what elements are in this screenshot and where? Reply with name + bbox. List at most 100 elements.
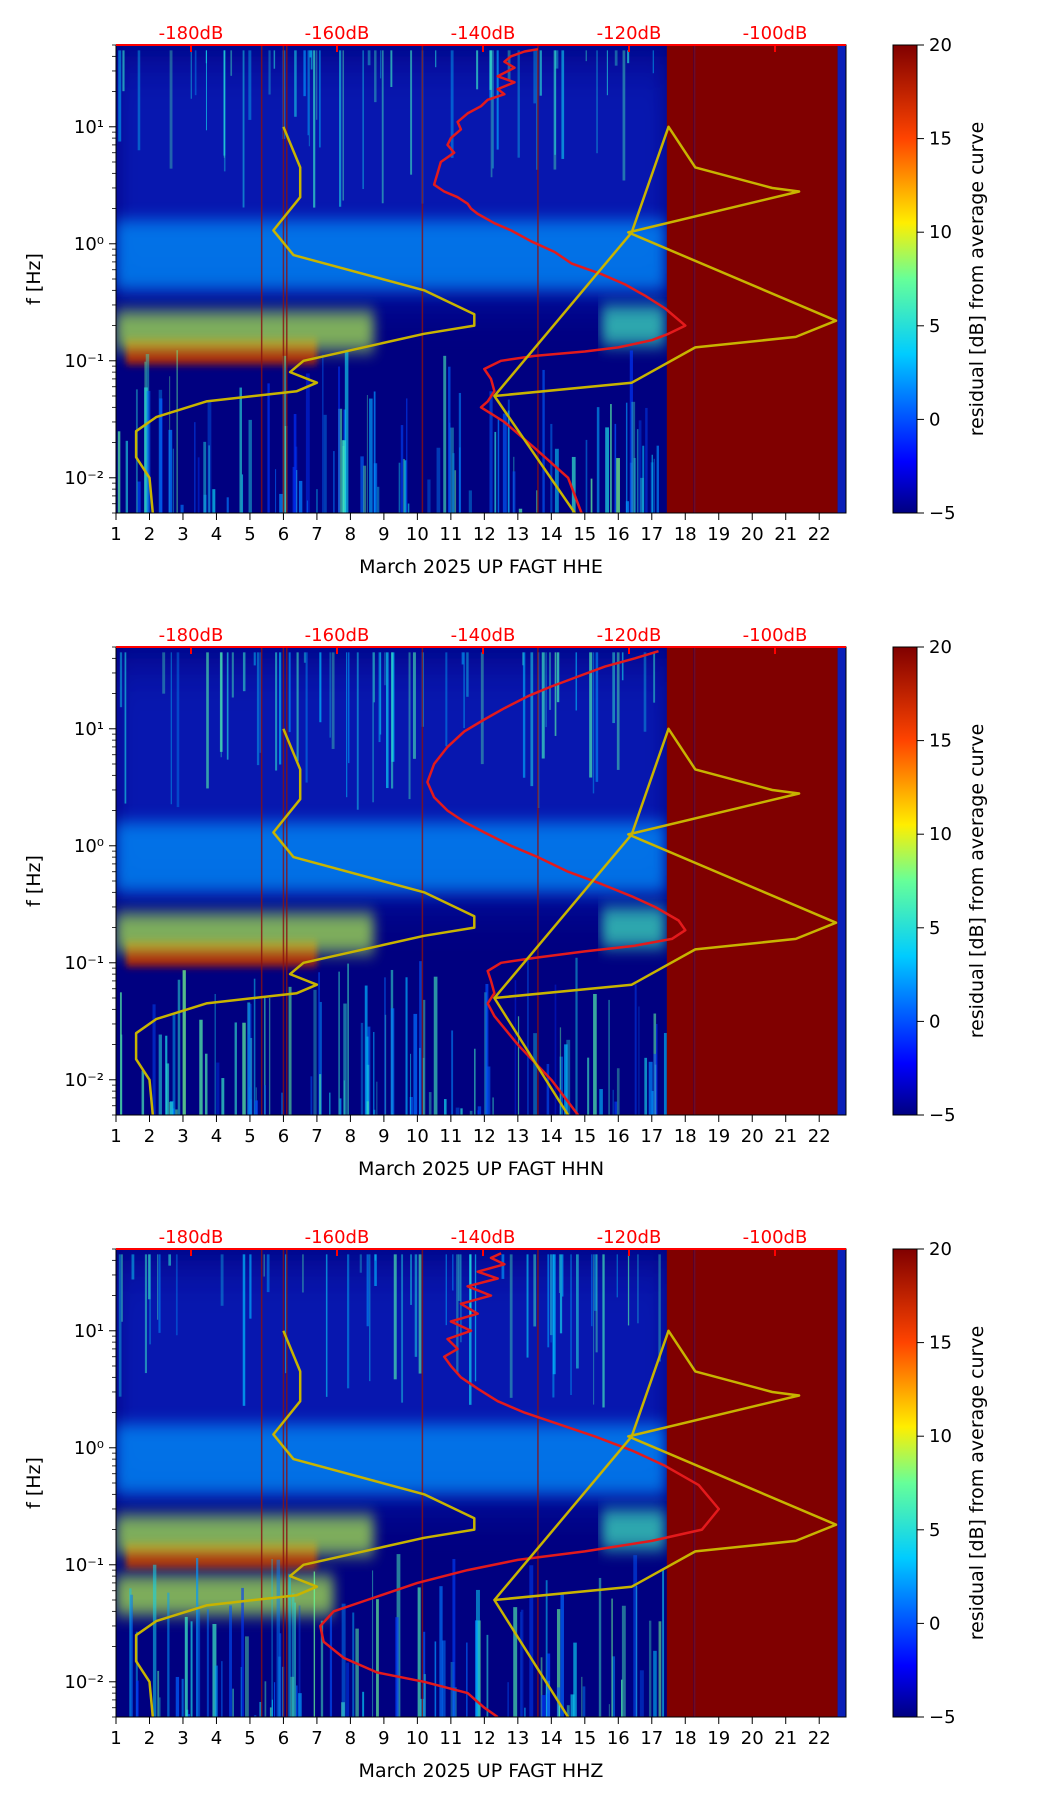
spectral-streak [435, 50, 437, 68]
spectrogram-area [116, 647, 846, 1115]
spectral-streak [240, 1666, 242, 1717]
spectral-streak [522, 652, 524, 666]
spectral-streak [144, 361, 147, 513]
top-tick-label: -160dB [305, 23, 370, 44]
spectral-streak [559, 1027, 562, 1115]
spectral-streak [214, 993, 216, 1115]
spectral-streak [226, 652, 229, 760]
spectral-streak [634, 984, 637, 1115]
spectral-streak [276, 1559, 281, 1717]
spectral-streak [509, 1254, 513, 1398]
spectral-streak [172, 448, 175, 513]
spectral-streak [212, 1623, 217, 1717]
spectral-streak [316, 489, 318, 513]
spectral-streak [614, 50, 618, 66]
spectral-streak [466, 1642, 468, 1717]
x-tick-label: 9 [378, 1126, 389, 1147]
x-axis: 1 2 3 4 5 6 7 8 9 10 11 12 13 14 15 16 17 18 19 20 21 22 [110, 513, 831, 545]
spectral-streak [527, 957, 529, 1115]
spectral-streak [439, 1586, 443, 1717]
y-tick-label: 10¹ [74, 719, 104, 740]
spectral-streak [190, 50, 192, 99]
spectral-streak [663, 1032, 667, 1115]
spectral-streak [125, 440, 129, 513]
spectral-streak [301, 1254, 304, 1293]
spectral-streak [636, 429, 639, 513]
spectral-streak [180, 504, 184, 513]
y-axis-label: f [Hz] [23, 1457, 45, 1509]
x-tick-label: 7 [311, 524, 322, 545]
spectral-streak [346, 1662, 350, 1717]
x-tick-label: 10 [406, 524, 429, 545]
spectral-streak [560, 1594, 564, 1717]
spectral-streak [616, 652, 620, 770]
spectral-streak [158, 389, 163, 513]
spectral-streak [298, 480, 303, 513]
spectral-streak [552, 1254, 555, 1398]
spectral-streak [249, 1037, 253, 1115]
colorbar: −5 0 5 10 15 20 residual [dB] from average cu… [892, 637, 988, 1126]
y-axis-label: f [Hz] [23, 253, 45, 305]
y-axis-label: f [Hz] [23, 855, 45, 907]
spectral-streak [223, 50, 226, 158]
spectral-streak [621, 1605, 626, 1717]
spectral-streak [220, 1254, 224, 1306]
spectral-streak [514, 980, 517, 1115]
average-curve [426, 650, 687, 1115]
spectral-streak [541, 652, 545, 759]
spectral-streak [374, 50, 377, 103]
x-tick-label: 11 [439, 524, 462, 545]
x-tick-label: 22 [808, 1126, 831, 1147]
spectral-streak [313, 50, 316, 208]
spectral-streak [288, 986, 292, 1115]
y-axis: 10⁻² 10⁻¹ 10⁰ 10¹ [64, 44, 116, 514]
spectral-streak [307, 50, 309, 136]
spectral-streak [648, 1061, 653, 1115]
spectral-streak [658, 1254, 661, 1362]
spectral-streak [391, 652, 394, 789]
spectral-streak [466, 652, 469, 697]
spectral-streak [450, 50, 454, 158]
spectral-streak [608, 999, 610, 1115]
spectral-streak [589, 652, 593, 778]
spectral-streak [398, 462, 401, 513]
spectral-streak [545, 1580, 548, 1717]
x-tick-label: 21 [774, 1126, 797, 1147]
x-tick-label: 16 [607, 1728, 630, 1749]
spectral-streak [296, 1685, 298, 1717]
top-tick-label: -180dB [159, 23, 224, 44]
spectral-streak [212, 489, 216, 513]
spectral-streak [175, 1254, 178, 1336]
spectral-streak [308, 50, 310, 147]
x-tick-label: 22 [808, 1728, 831, 1749]
spectral-streak [288, 652, 291, 733]
spectral-streak [376, 1081, 378, 1115]
spectral-streak [658, 1621, 662, 1717]
top-tick-label: -100dB [743, 1227, 808, 1248]
top-tick-label: -160dB [305, 625, 370, 646]
colorbar-label: residual [dB] from average curve [966, 724, 988, 1039]
spectral-streak [582, 1686, 586, 1717]
spectral-streak [595, 652, 599, 782]
top-tick-label: -100dB [743, 23, 808, 44]
spectral-streak [373, 1031, 375, 1115]
x-tick-label: 1 [110, 1728, 121, 1749]
x-tick-label: 12 [473, 1728, 496, 1749]
spectral-streak [520, 1609, 524, 1717]
spectral-streak [407, 503, 410, 513]
energy-band [116, 220, 666, 291]
saturated-region [666, 1249, 694, 1717]
spectral-streak [168, 1254, 171, 1266]
spectral-streak [554, 984, 557, 1115]
y-tick-label: 10⁻² [64, 1672, 104, 1693]
x-tick-label: 18 [674, 1728, 697, 1749]
spectral-streak [456, 1254, 459, 1373]
spectral-streak [559, 1056, 563, 1115]
spectral-streak [146, 390, 151, 513]
spectral-streak [566, 1039, 571, 1115]
spectral-streak [157, 1254, 159, 1320]
spectral-streak [136, 1680, 139, 1717]
spectral-streak [309, 50, 312, 58]
model-curve-low [134, 126, 476, 513]
